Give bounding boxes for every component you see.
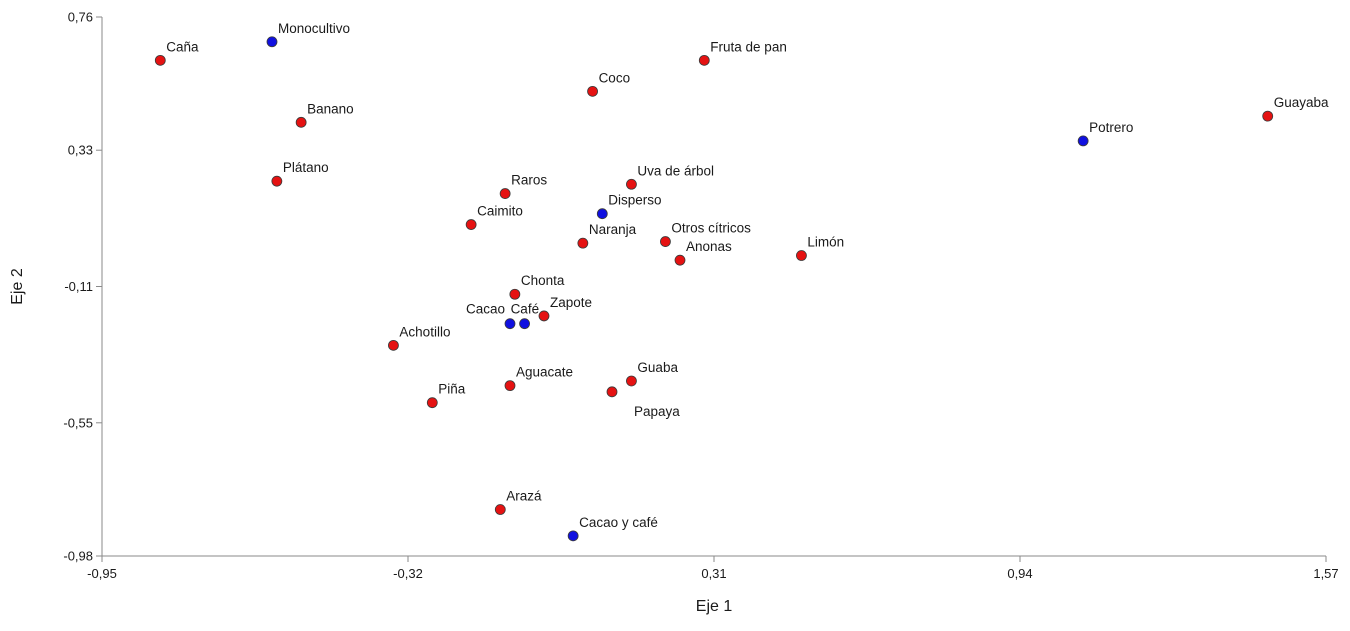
data-point [577, 237, 589, 249]
x-tick-label: 1,57 [1313, 566, 1338, 581]
data-point [154, 54, 166, 66]
y-axis-ticks: 0,76 0,33 -0,11 -0,55 -0,98 [63, 10, 102, 564]
data-point [587, 85, 598, 97]
point-label: Zapote [550, 295, 592, 310]
point-label: Potrero [1089, 120, 1133, 135]
x-axis-title: Eje 1 [696, 598, 733, 615]
point-label: Piña [438, 382, 466, 397]
x-tick-label: 0,31 [701, 566, 726, 581]
point-label: Papaya [634, 404, 680, 419]
data-point [596, 208, 608, 220]
point-label: Achotillo [399, 324, 450, 339]
point-label: Uva de árbol [637, 163, 714, 178]
data-points [154, 36, 1274, 542]
x-tick-label: -0,32 [393, 566, 423, 581]
data-point [295, 116, 307, 128]
point-label: Chonta [521, 273, 565, 288]
y-tick-label: 0,33 [68, 143, 93, 158]
data-point [388, 339, 399, 351]
data-point [698, 54, 710, 66]
data-point [504, 318, 516, 330]
data-point [796, 250, 807, 261]
point-label: Otros cítricos [671, 221, 751, 236]
point-label: Caimito [477, 204, 523, 219]
data-point [674, 254, 686, 266]
data-point [266, 36, 278, 48]
point-label: Coco [599, 70, 631, 85]
data-point [626, 375, 637, 387]
x-tick-label: 0,94 [1007, 566, 1032, 581]
y-tick-label: -0,11 [64, 279, 93, 294]
data-point [509, 288, 521, 300]
data-point [567, 530, 579, 542]
data-point [426, 397, 438, 409]
point-label: Naranja [589, 222, 637, 237]
x-tick-label: -0,95 [87, 566, 117, 581]
point-label: Disperso [608, 193, 661, 208]
axes [101, 17, 1326, 557]
data-point [1077, 135, 1089, 147]
point-labels: Caña Banano Plátano Fruta de pan Coco Guayaba… [166, 21, 1329, 530]
data-point [660, 236, 671, 247]
point-label: Aguacate [516, 365, 573, 380]
point-label: Caña [166, 39, 199, 54]
point-label: Raros [511, 173, 547, 188]
data-point [519, 318, 530, 330]
point-label: Limón [807, 235, 844, 250]
point-label: Arazá [506, 489, 542, 504]
point-label: Fruta de pan [710, 39, 787, 54]
point-label: Plátano [283, 160, 329, 175]
data-point [1262, 110, 1274, 122]
point-label: Cacao [466, 302, 505, 317]
y-tick-label: 0,76 [68, 10, 93, 25]
data-point [606, 386, 618, 398]
data-point [538, 310, 550, 322]
point-label: Cacao y café [579, 515, 658, 530]
point-label: Banano [307, 101, 354, 116]
data-point [626, 178, 637, 190]
data-point [271, 175, 283, 187]
y-tick-label: -0,98 [63, 549, 93, 564]
point-label: Monocultivo [278, 21, 350, 36]
data-point [504, 380, 516, 392]
data-point [465, 219, 477, 230]
point-label: Guayaba [1274, 95, 1329, 110]
y-axis-title: Eje 2 [9, 268, 26, 305]
data-point [499, 188, 511, 199]
point-label: Guaba [637, 360, 678, 375]
point-label: Anonas [686, 239, 732, 254]
point-label: Café [511, 302, 540, 317]
data-point [494, 504, 506, 515]
y-tick-label: -0,55 [63, 415, 93, 430]
x-axis-ticks: -0,95 -0,32 0,31 0,94 1,57 [87, 556, 1339, 581]
